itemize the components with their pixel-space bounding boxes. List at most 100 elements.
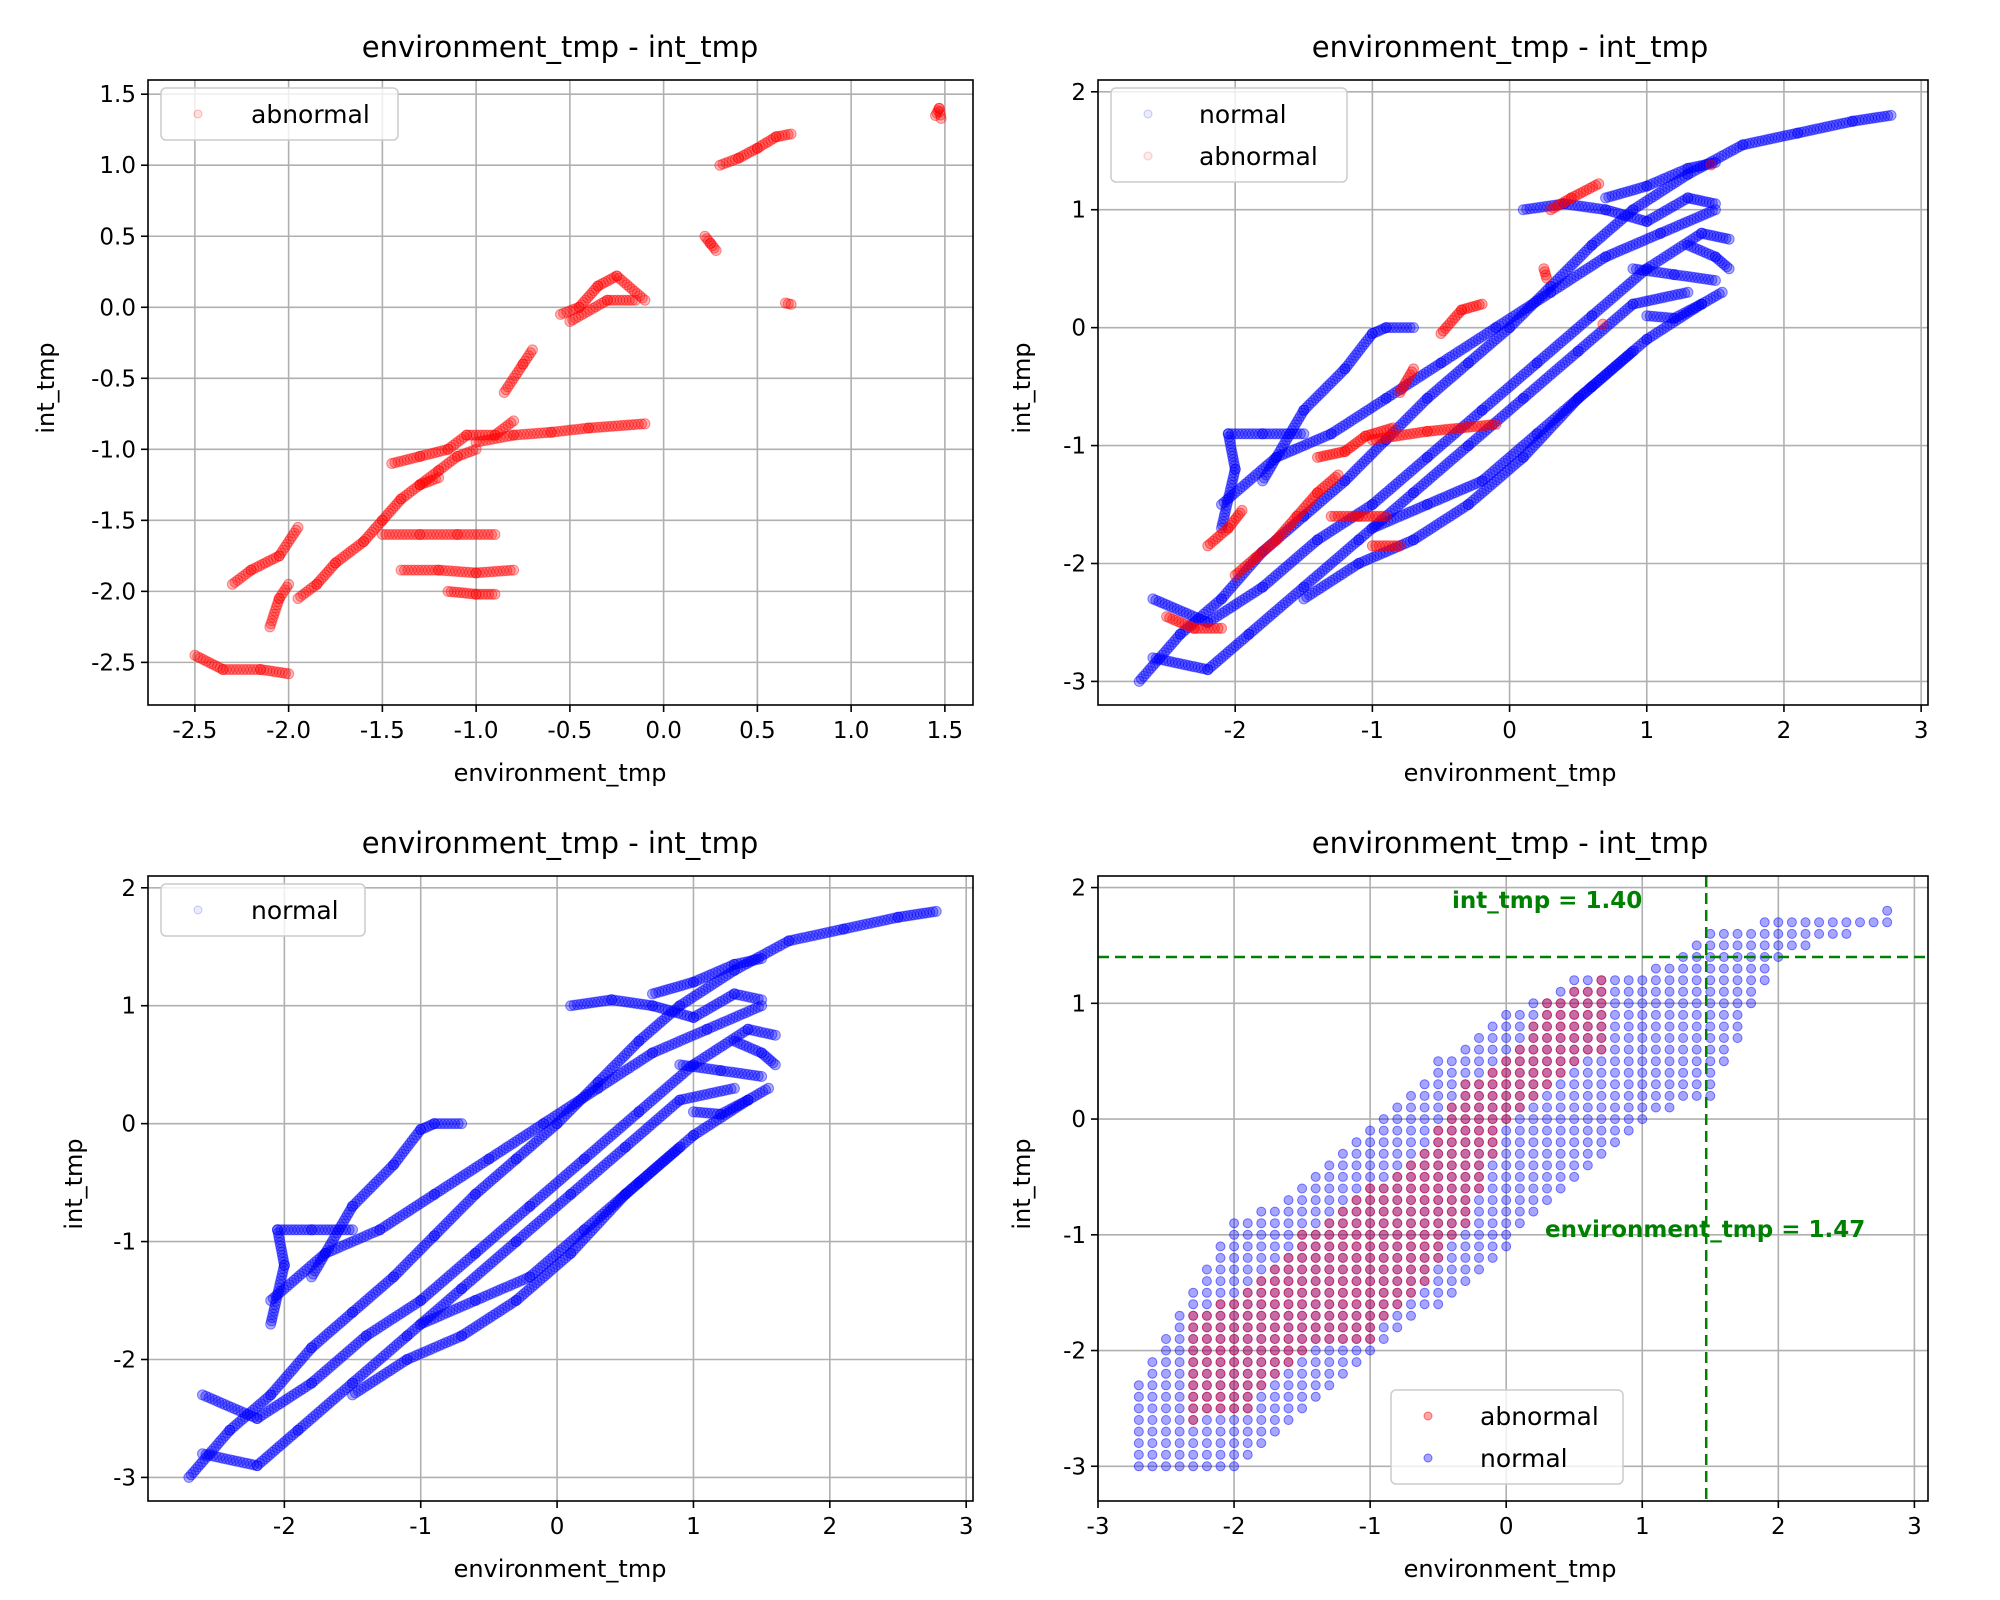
abnormal-point	[1344, 442, 1356, 454]
normal-point	[313, 1406, 325, 1418]
normal-point	[1562, 401, 1574, 413]
abnormal-point	[1260, 543, 1272, 555]
normal-point	[443, 1215, 455, 1227]
normal-point	[495, 1166, 507, 1178]
abnormal-point	[264, 621, 276, 633]
normal-point	[1400, 414, 1411, 426]
abnormal-point	[1433, 1218, 1444, 1229]
normal-point	[1612, 188, 1624, 200]
normal-point	[552, 1176, 564, 1187]
normal-point	[769, 1029, 781, 1041]
abnormal-point	[1437, 325, 1449, 337]
normal-point	[1792, 127, 1804, 139]
normal-point	[771, 941, 783, 953]
abnormal-point	[1705, 159, 1717, 171]
normal-point	[1714, 231, 1726, 243]
normal-point	[192, 1461, 204, 1473]
abnormal-point	[1575, 187, 1586, 199]
normal-point	[1577, 388, 1589, 400]
abnormal-point	[386, 458, 398, 469]
normal-point	[1280, 447, 1291, 459]
normal-point	[633, 1106, 645, 1118]
normal-point	[1418, 368, 1430, 380]
normal-point	[1262, 466, 1274, 478]
normal-point	[344, 1309, 356, 1320]
normal-point	[742, 1023, 754, 1035]
abnormal-point	[1252, 549, 1264, 561]
normal-point	[1759, 917, 1770, 928]
normal-point	[1257, 475, 1269, 487]
normal-point	[1627, 204, 1639, 216]
normal-point	[1176, 658, 1188, 670]
normal-point	[1215, 1287, 1226, 1298]
normal-point	[571, 1160, 583, 1172]
normal-point	[1536, 377, 1548, 389]
normal-point	[1433, 1276, 1444, 1287]
normal-point	[1322, 429, 1334, 441]
normal-point	[485, 1175, 497, 1187]
normal-point	[1638, 265, 1650, 277]
normal-point	[1766, 133, 1778, 145]
abnormal-point	[1297, 1252, 1308, 1263]
abnormal-point	[1582, 986, 1593, 997]
abnormal-point	[624, 281, 635, 293]
normal-point	[573, 1158, 585, 1169]
normal-point	[1691, 1090, 1702, 1101]
normal-point	[528, 1138, 540, 1149]
normal-point	[347, 1341, 359, 1353]
abnormal-point	[620, 294, 632, 306]
y-tick-label: 1	[121, 994, 136, 1020]
normal-point	[1843, 116, 1855, 128]
abnormal-point	[1360, 430, 1371, 442]
normal-point	[1252, 467, 1264, 479]
normal-point	[260, 1407, 272, 1419]
normal-point	[449, 1265, 460, 1277]
normal-point	[1345, 415, 1357, 427]
normal-point	[366, 1326, 378, 1338]
abnormal-point	[467, 445, 479, 456]
abnormal-point	[1460, 1079, 1471, 1090]
abnormal-point	[402, 564, 414, 576]
normal-point	[1572, 392, 1584, 404]
normal-point	[498, 1223, 510, 1235]
normal-point	[1372, 325, 1384, 337]
normal-point	[1245, 559, 1257, 571]
abnormal-point	[256, 558, 268, 570]
abnormal-point	[1555, 1033, 1566, 1043]
normal-point	[1637, 1079, 1648, 1090]
normal-point	[1534, 426, 1546, 437]
normal-point	[1318, 493, 1330, 505]
normal-point	[1413, 482, 1425, 494]
normal-point	[1604, 224, 1616, 236]
normal-point	[1160, 655, 1172, 667]
normal-point	[1641, 333, 1653, 345]
normal-point	[1650, 1009, 1661, 1020]
normal-point	[337, 1350, 349, 1362]
abnormal-point	[508, 429, 520, 441]
normal-point	[1411, 460, 1423, 472]
normal-point	[1369, 496, 1381, 508]
normal-point	[1446, 1241, 1457, 1252]
abnormal-point	[430, 447, 441, 458]
normal-point	[1527, 297, 1539, 309]
normal-point	[1574, 268, 1586, 280]
abnormal-point	[1514, 1067, 1525, 1078]
normal-point	[399, 1332, 410, 1344]
normal-point	[1133, 1380, 1144, 1391]
normal-point	[1879, 110, 1891, 122]
abnormal-point	[1185, 621, 1197, 633]
normal-point	[1259, 615, 1271, 627]
normal-point	[558, 1110, 570, 1122]
abnormal-point	[273, 593, 285, 604]
normal-point	[1372, 494, 1384, 506]
abnormal-point	[552, 426, 564, 437]
abnormal-point	[1365, 1206, 1376, 1217]
abnormal-point	[1464, 301, 1476, 313]
abnormal-point	[1270, 534, 1282, 546]
normal-point	[1460, 1241, 1471, 1252]
normal-point	[1528, 1160, 1539, 1171]
normal-point	[347, 1306, 358, 1318]
normal-point	[359, 1295, 371, 1307]
normal-point	[1246, 626, 1257, 638]
y-tick-label: 0.0	[99, 295, 136, 321]
